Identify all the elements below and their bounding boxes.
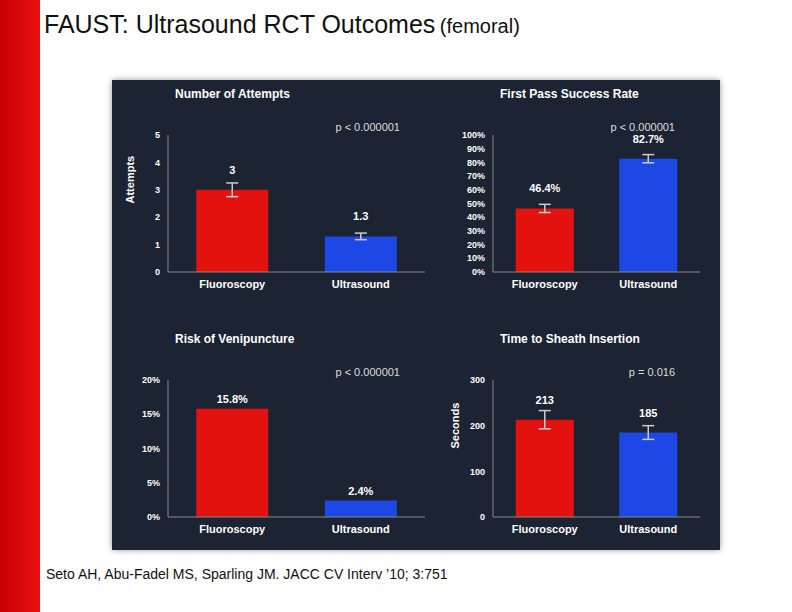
html-text:Time to Sheath Insertion: Time to Sheath Insertion (500, 332, 640, 346)
svg-text:2: 2 (155, 212, 160, 222)
svg-text:20%: 20% (467, 240, 485, 250)
svg-text:5: 5 (155, 130, 160, 140)
svg-text:100: 100 (470, 467, 485, 477)
svg-text:1.3: 1.3 (353, 210, 368, 222)
svg-text:46.4%: 46.4% (529, 182, 560, 194)
svg-text:50%: 50% (467, 199, 485, 209)
svg-text:15.8%: 15.8% (217, 393, 248, 405)
svg-text:0: 0 (480, 512, 485, 522)
svg-text:15%: 15% (142, 409, 160, 419)
svg-text:0: 0 (155, 267, 160, 277)
svg-text:200: 200 (470, 421, 485, 431)
svg-text:5%: 5% (147, 478, 160, 488)
html-text:Number of Attempts: Number of Attempts (175, 87, 290, 101)
svg-text:1: 1 (155, 240, 160, 250)
svg-text:Fluoroscopy: Fluoroscopy (199, 278, 266, 290)
svg-text:10%: 10% (142, 444, 160, 454)
html-text:p < 0.000001: p < 0.000001 (335, 121, 400, 133)
svg-text:90%: 90% (467, 144, 485, 154)
svg-text:Ultrasound: Ultrasound (332, 523, 390, 535)
svg-text:Fluoroscopy: Fluoroscopy (199, 523, 266, 535)
svg-text:Seconds: Seconds (449, 403, 461, 449)
svg-text:213: 213 (536, 394, 554, 406)
svg-text:300: 300 (470, 375, 485, 385)
html-text:p < 0.000001: p < 0.000001 (335, 366, 400, 378)
svg-text:60%: 60% (467, 185, 485, 195)
svg-text:3: 3 (229, 164, 235, 176)
svg-text:4: 4 (155, 158, 160, 168)
svg-text:Fluoroscopy: Fluoroscopy (512, 278, 579, 290)
svg-text:Ultrasound: Ultrasound (619, 523, 677, 535)
svg-text:Attempts: Attempts (124, 156, 136, 204)
html-text:p < 0.000001: p < 0.000001 (610, 121, 675, 133)
svg-text:185: 185 (639, 407, 657, 419)
svg-text:100%: 100% (462, 130, 485, 140)
svg-text:80%: 80% (467, 158, 485, 168)
svg-text:40%: 40% (467, 212, 485, 222)
svg-text:Fluoroscopy: Fluoroscopy (512, 523, 579, 535)
html-text:Risk of Venipuncture: Risk of Venipuncture (175, 332, 295, 346)
svg-text:70%: 70% (467, 171, 485, 181)
svg-text:2.4%: 2.4% (348, 485, 373, 497)
html-text:p = 0.016: p = 0.016 (628, 366, 675, 378)
html-text:First Pass Success Rate: First Pass Success Rate (500, 87, 639, 101)
svg-text:Ultrasound: Ultrasound (619, 278, 677, 290)
svg-text:Ultrasound: Ultrasound (332, 278, 390, 290)
svg-text:20%: 20% (142, 375, 160, 385)
svg-text:82.7%: 82.7% (633, 133, 664, 145)
svg-text:0%: 0% (472, 267, 485, 277)
html-text:FAUST: Ultrasound RCT Outcomes: FAUST: Ultrasound RCT Outcomes(femoral) (44, 10, 520, 38)
svg-text:10%: 10% (467, 253, 485, 263)
svg-text:3: 3 (155, 185, 160, 195)
svg-text:30%: 30% (467, 226, 485, 236)
svg-text:0%: 0% (147, 512, 160, 522)
html-text:Seto AH, Abu-Fadel MS, Sparlin: Seto AH, Abu-Fadel MS, Sparling JM. JACC… (46, 566, 448, 582)
